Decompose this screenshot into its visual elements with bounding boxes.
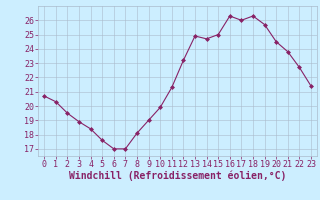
X-axis label: Windchill (Refroidissement éolien,°C): Windchill (Refroidissement éolien,°C)	[69, 171, 286, 181]
